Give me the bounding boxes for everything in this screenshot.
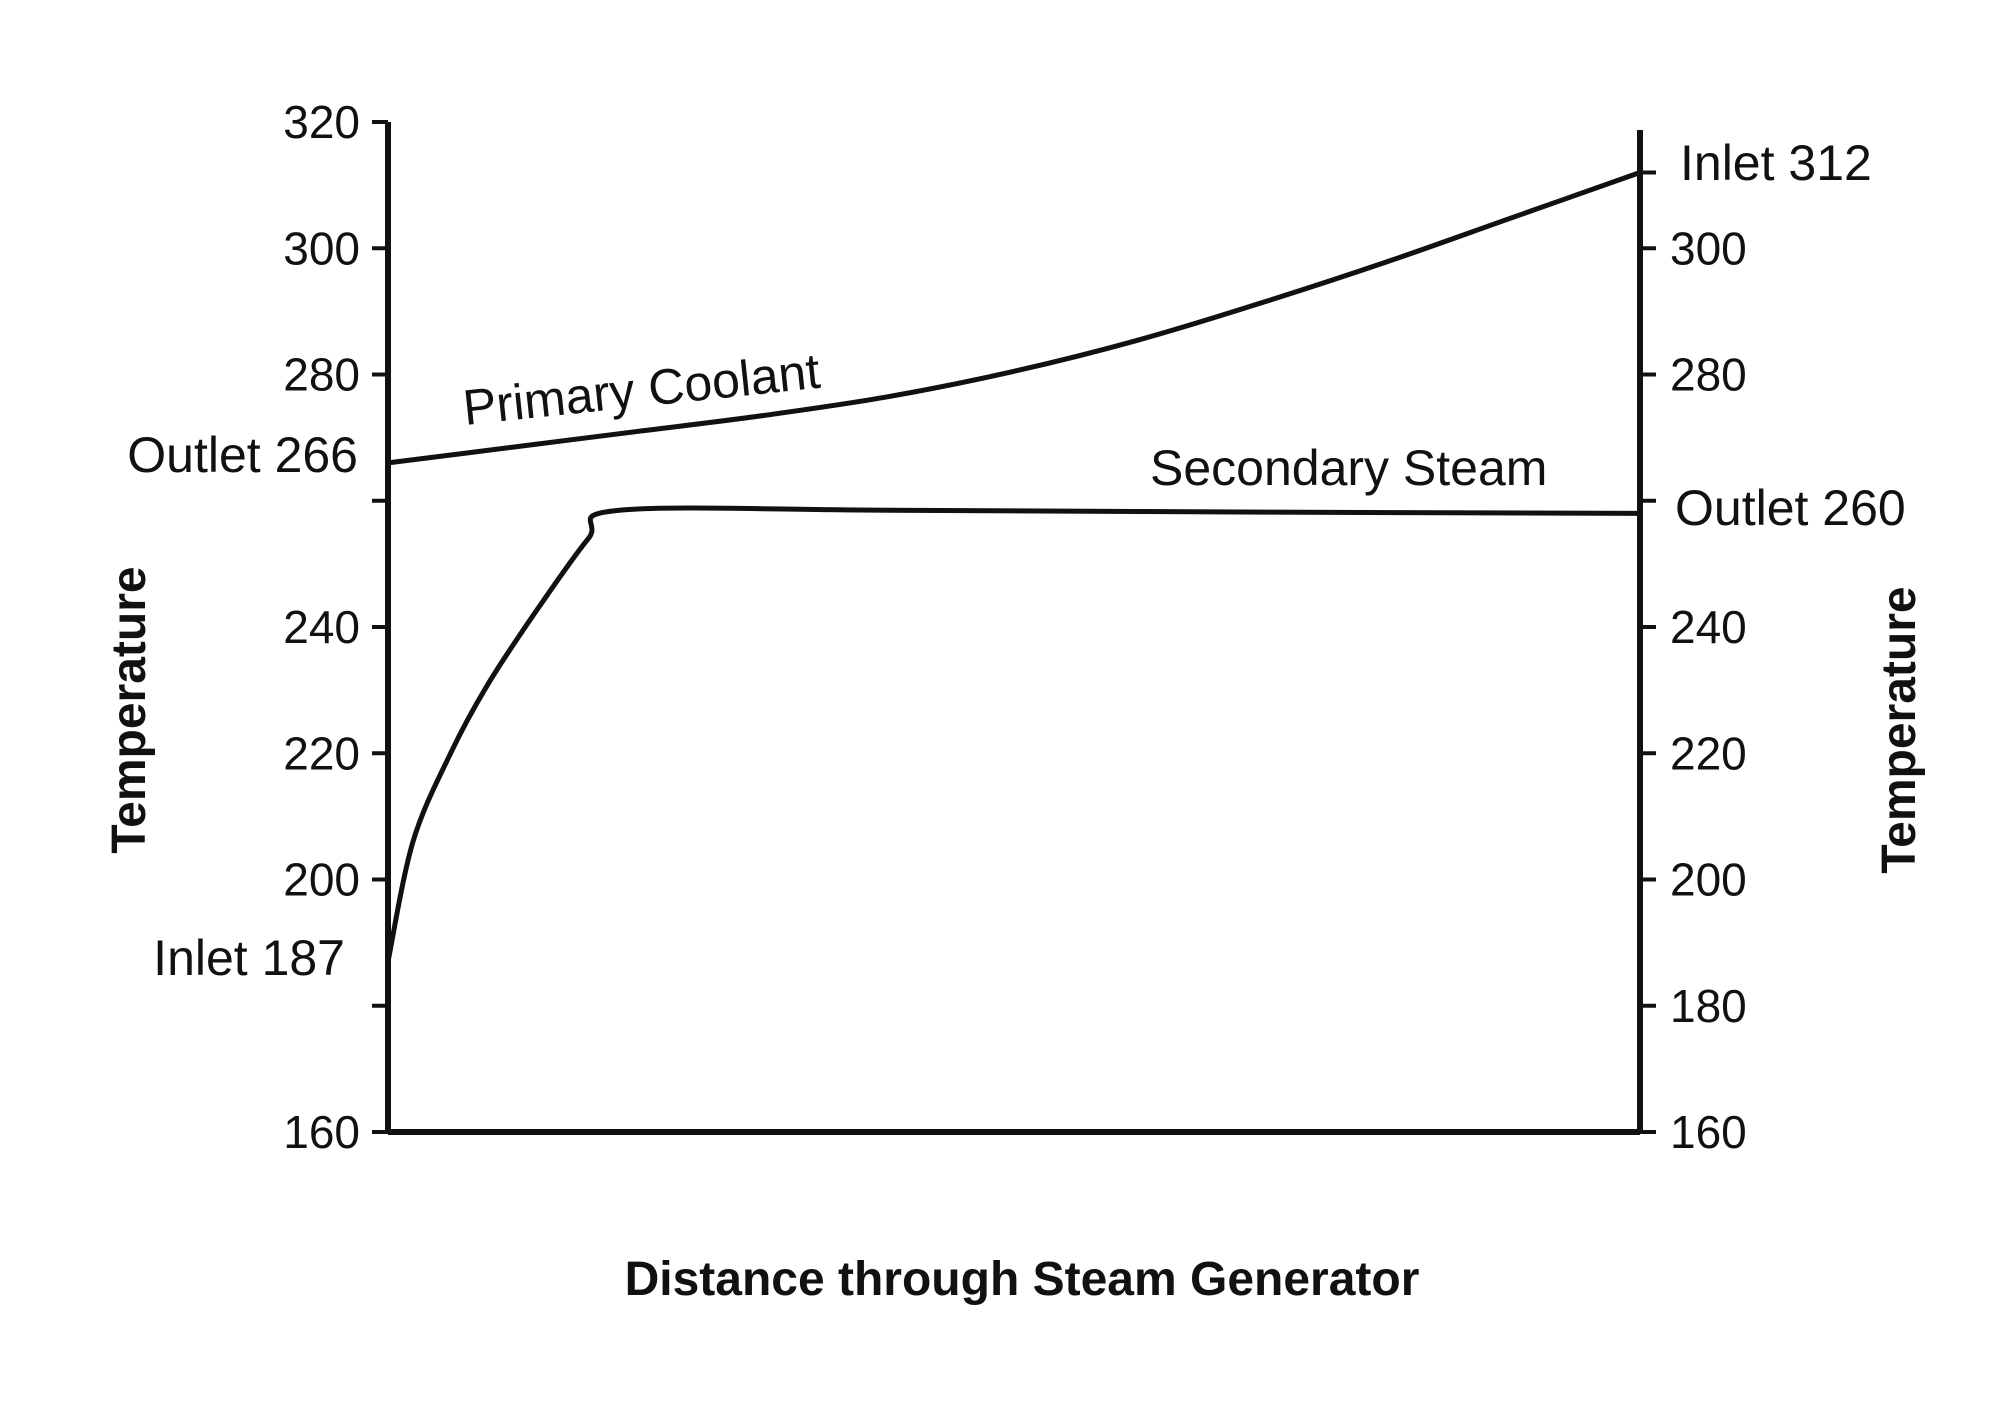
left-axis-title: Temperature (103, 566, 156, 853)
right-tick-label-240: 240 (1670, 601, 1747, 653)
left-tick-label-320: 320 (283, 96, 360, 148)
right-tick-label-220: 220 (1670, 727, 1747, 779)
left-tick-label-200: 200 (283, 854, 360, 906)
right-tick-label-300: 300 (1670, 222, 1747, 274)
annotation-primary-inlet: Inlet 312 (1680, 135, 1872, 191)
series-label-secondary-steam: Secondary Steam (1150, 440, 1547, 496)
series-label-primary-coolant: Primary Coolant (460, 343, 822, 436)
annotation-secondary-inlet: Inlet 187 (153, 930, 345, 986)
left-tick-label-240: 240 (283, 601, 360, 653)
annotation-primary-outlet: Outlet 266 (127, 427, 358, 483)
right-tick-label-160: 160 (1670, 1106, 1747, 1158)
left-tick-label-160: 160 (283, 1106, 360, 1158)
left-ticks: 320 300 280 240 220 200 160 (283, 96, 388, 1158)
right-ticks: 300 280 240 220 200 180 160 (1640, 170, 1747, 1158)
series-group (385, 170, 1643, 965)
series-line-secondary-steam (385, 505, 1643, 965)
left-tick-label-300: 300 (283, 222, 360, 274)
right-tick-label-280: 280 (1670, 349, 1747, 401)
right-tick-label-200: 200 (1670, 854, 1747, 906)
x-axis-title: Distance through Steam Generator (625, 1253, 1420, 1306)
left-tick-label-280: 280 (283, 349, 360, 401)
right-axis-title: Temperature (1873, 586, 1926, 873)
series-line-primary-coolant (385, 170, 1643, 466)
right-tick-label-180: 180 (1670, 980, 1747, 1032)
left-tick-label-220: 220 (283, 727, 360, 779)
annotation-secondary-outlet: Outlet 260 (1675, 480, 1906, 536)
